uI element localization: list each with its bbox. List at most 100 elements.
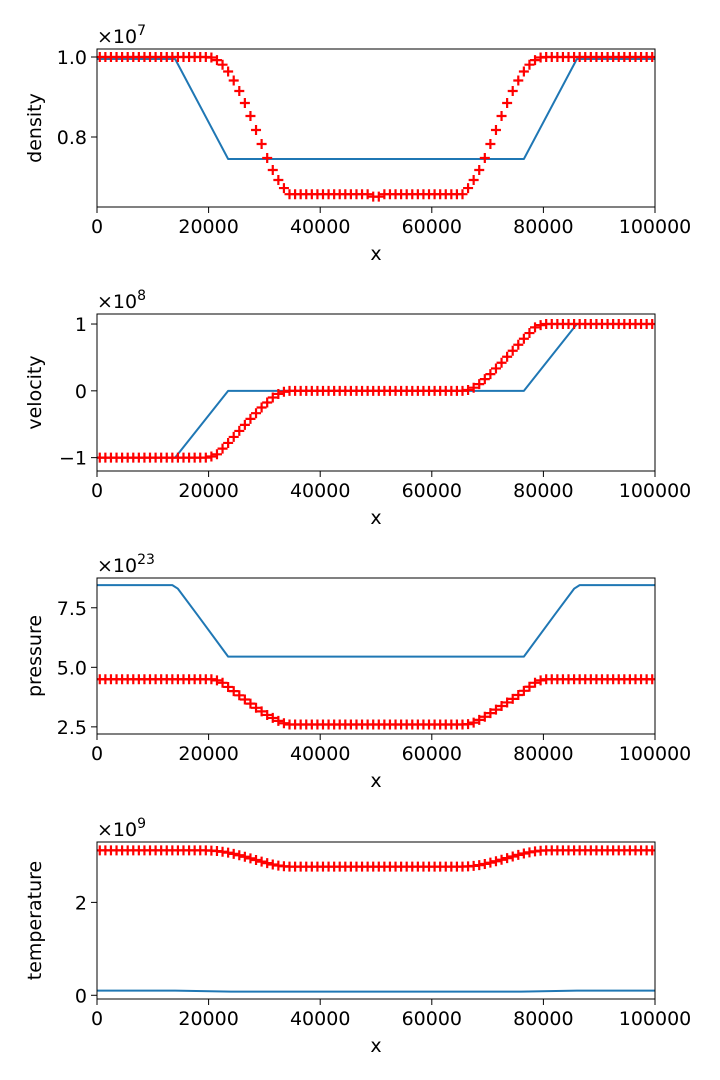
temperature-markers — [97, 845, 655, 872]
data-point — [647, 52, 655, 62]
data-point — [251, 702, 262, 713]
data-point — [200, 452, 211, 463]
data-point — [496, 357, 507, 368]
y-tick-label: 5.0 — [57, 657, 87, 679]
data-point — [524, 59, 535, 70]
density-markers — [97, 52, 655, 202]
data-point — [513, 75, 524, 86]
subplot-temperature: 0 20000 40000 60000 80000 100000 0 2 x temperatur… — [24, 816, 691, 1057]
data-point — [457, 189, 468, 200]
data-point — [647, 674, 655, 685]
data-point — [234, 425, 245, 436]
x-tick-label: 100000 — [619, 1008, 692, 1030]
data-point — [256, 706, 267, 717]
y-tick-label: 1.0 — [57, 47, 87, 69]
subplot-velocity: 0 20000 40000 60000 80000 100000−101xvelocity… — [24, 288, 691, 529]
data-point — [206, 674, 217, 685]
density-axes-frame — [96, 48, 656, 208]
y-tick-label: −1 — [59, 448, 87, 470]
pressure-markers — [97, 674, 655, 730]
data-point — [524, 681, 535, 692]
data-point — [228, 431, 239, 442]
temperature-model-line — [97, 989, 655, 993]
data-point — [490, 125, 501, 135]
data-point — [490, 363, 501, 374]
temperature-axes-frame — [96, 841, 656, 1000]
x-tick-label: 0 — [91, 1008, 103, 1030]
subplot-density: 0 20000 40000 60000 80000 100000 0.8 1.0 x densit… — [24, 23, 691, 265]
y-tick-label: 2.5 — [57, 717, 87, 739]
x-tick-label: 0 — [91, 480, 103, 502]
y-axis-label: pressure — [24, 615, 46, 697]
y-offset-label: ×109 — [97, 816, 146, 841]
data-point — [479, 711, 490, 722]
data-point — [485, 139, 496, 149]
data-point — [223, 681, 234, 692]
data-point — [262, 709, 273, 720]
data-point — [530, 55, 541, 66]
data-point — [273, 388, 284, 399]
data-point — [262, 858, 273, 869]
data-point — [479, 858, 490, 869]
data-point — [256, 139, 267, 149]
data-point — [228, 848, 239, 859]
data-point — [518, 685, 529, 696]
x-tick-label: 40000 — [290, 480, 350, 502]
x-axis-label: x — [370, 507, 381, 529]
x-tick-label: 60000 — [402, 1008, 462, 1030]
data-point — [234, 850, 245, 861]
x-tick-label: 60000 — [402, 743, 462, 765]
data-point — [239, 851, 250, 862]
data-point — [267, 165, 278, 175]
data-point — [518, 848, 529, 859]
data-point — [502, 853, 513, 864]
data-point — [262, 397, 273, 408]
data-point — [468, 717, 479, 728]
data-point — [507, 86, 518, 96]
data-point — [496, 854, 507, 865]
data-point — [485, 708, 496, 719]
y-tick-label: 7.5 — [57, 598, 87, 620]
y-offset-label: ×107 — [97, 23, 146, 48]
data-point — [535, 320, 546, 331]
y-tick-label: 2 — [75, 892, 87, 914]
data-point — [647, 319, 655, 330]
data-point — [474, 379, 485, 390]
y-tick-label: 0.8 — [57, 127, 87, 149]
pressure-model-line — [97, 584, 655, 658]
x-tick-label: 20000 — [178, 216, 238, 238]
x-tick-label: 80000 — [513, 216, 573, 238]
x-tick-label: 20000 — [178, 1008, 238, 1030]
x-axis-label: x — [370, 770, 381, 792]
x-tick-label: 20000 — [178, 480, 238, 502]
x-tick-label: 40000 — [290, 216, 350, 238]
data-point — [228, 686, 239, 697]
x-tick-label: 100000 — [619, 216, 692, 238]
data-point — [485, 369, 496, 380]
data-point — [245, 853, 256, 864]
subplot-pressure: 0 20000 40000 60000 80000 100000 2.5 5.0 7.5 x pre… — [24, 552, 691, 792]
data-point — [251, 125, 262, 135]
data-point — [479, 153, 490, 163]
data-point — [239, 98, 250, 108]
y-axis-label: velocity — [24, 355, 46, 429]
data-point — [262, 153, 273, 163]
data-point — [502, 697, 513, 708]
data-point — [273, 175, 284, 185]
data-point — [513, 339, 524, 350]
x-tick-label: 0 — [91, 743, 103, 765]
data-point — [524, 328, 535, 339]
data-point — [217, 677, 228, 688]
y-axis-label: density — [24, 93, 46, 163]
data-point — [267, 392, 278, 403]
pressure-axes-frame — [96, 577, 656, 735]
data-point — [217, 59, 228, 70]
data-point — [507, 693, 518, 704]
data-point — [206, 52, 217, 63]
data-point — [245, 413, 256, 424]
data-point — [267, 712, 278, 723]
data-point — [518, 333, 529, 344]
data-point — [468, 175, 479, 185]
data-point — [239, 694, 250, 705]
y-axis-label: temperature — [24, 861, 46, 980]
